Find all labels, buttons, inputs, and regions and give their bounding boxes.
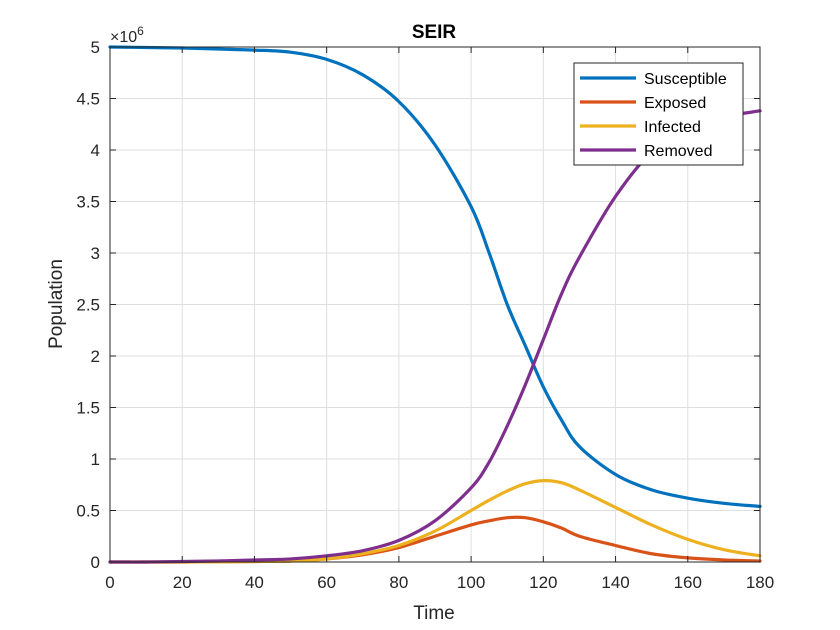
x-tick-label: 100 (457, 573, 485, 592)
y-tick-label: 3 (91, 244, 100, 263)
y-tick-label: 1.5 (76, 399, 100, 418)
x-tick-label: 180 (746, 573, 774, 592)
x-tick-label: 140 (601, 573, 629, 592)
legend-label-removed: Removed (644, 143, 712, 160)
y-tick-label: 1 (91, 450, 100, 469)
axis-ticks: 0 20 40 60 80 100 120 140 160 180 0 0.5 1 1.5 2 2.5 3 3.5… (76, 38, 774, 592)
x-tick-label: 40 (245, 573, 264, 592)
y-exponent-power: 6 (137, 24, 144, 38)
legend-label-exposed: Exposed (644, 95, 706, 112)
series-line-susceptible (108, 45, 762, 508)
legend-box (573, 62, 744, 166)
x-tick-label: 0 (105, 573, 114, 592)
x-axis-label: Time (413, 603, 455, 624)
chart-title: SEIR (412, 22, 457, 43)
y-tick-label: 2 (91, 347, 100, 366)
y-tick-label: 0.5 (76, 502, 100, 521)
y-exponent-base: ×10 (110, 29, 137, 46)
series-line-removed (108, 109, 762, 564)
x-tick-label: 160 (674, 573, 702, 592)
y-tick-label: 0 (91, 553, 100, 572)
x-tick-label: 60 (317, 573, 336, 592)
x-tick-label: 120 (529, 573, 557, 592)
y-tick-label: 4.5 (76, 90, 100, 109)
y-exponent-label: ×106 (110, 24, 144, 46)
y-tick-label: 5 (91, 38, 100, 57)
legend-label-infected: Infected (644, 119, 701, 136)
y-tick-label: 4 (91, 141, 100, 160)
y-tick-label: 3.5 (76, 193, 100, 212)
x-tick-label: 80 (389, 573, 408, 592)
y-axis-label: Population (46, 259, 67, 349)
legend: Susceptible Exposed Infected Removed (573, 62, 744, 166)
x-tick-label: 20 (173, 573, 192, 592)
legend-label-susceptible: Susceptible (644, 71, 727, 88)
y-tick-label: 2.5 (76, 296, 100, 315)
